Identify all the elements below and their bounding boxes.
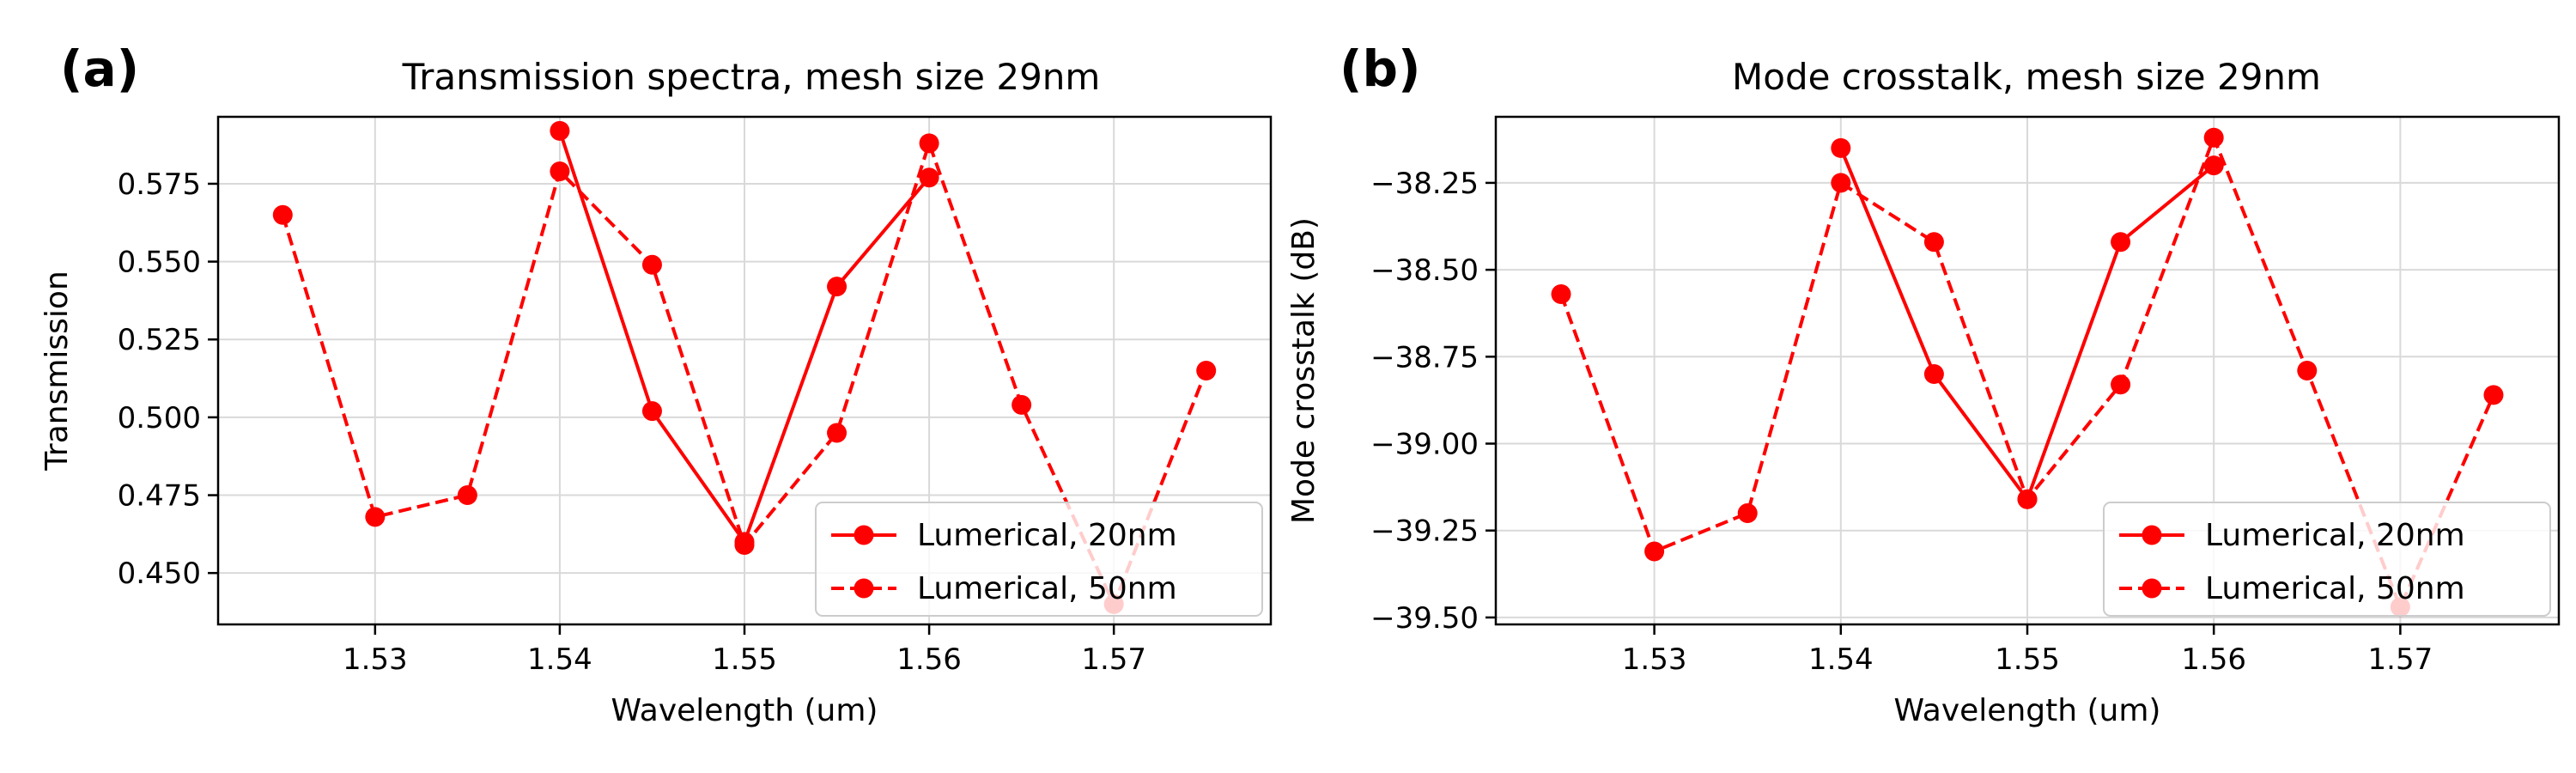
panel-b-y-tick-label: −38.75 (1370, 340, 1479, 374)
panel-b: (b) Mode crosstalk, mesh size 29nm 1.53 1… (1286, 40, 2561, 728)
panel-b-y-tick-label: −39.00 (1370, 428, 1479, 462)
panel-a-series-20nm-point (827, 277, 848, 297)
panel-b-legend: Lumerical, 20nm Lumerical, 50nm (2103, 502, 2551, 617)
panel-b-legend-50nm-label: Lumerical, 50nm (2205, 571, 2465, 606)
panel-a-series-20nm-point (919, 167, 939, 188)
panel-b-y-tick-label: −38.25 (1370, 167, 1479, 201)
panel-b-x-tick-label: 1.54 (1808, 642, 1874, 677)
panel-b-series-50nm-point (2297, 361, 2318, 380)
panel-b-series-20nm-point (1923, 364, 1944, 385)
panel-a-series-50nm-point (1012, 394, 1032, 415)
panel-b-series-50nm-point (2017, 489, 2038, 509)
panel-a-grid (218, 117, 1271, 624)
panel-b-series-20nm-point (1831, 137, 1851, 158)
panel-a-legend-50nm-label: Lumerical, 50nm (917, 571, 1177, 606)
panel-b-series-50nm-point (1551, 283, 1571, 304)
panel-b-series-50nm-point (1831, 173, 1851, 193)
panel-b-series-50nm-point (2111, 374, 2131, 395)
panel-b-series-50nm-point (1644, 541, 1665, 562)
panel-b-legend-20nm-label: Lumerical, 20nm (2205, 518, 2465, 553)
panel-b-legend-20nm-marker (2142, 525, 2162, 545)
panel-a-series-50nm-point (827, 423, 848, 443)
panel-b-y-tick-label: −38.50 (1370, 253, 1479, 288)
panel-a-x-tick-label: 1.54 (527, 642, 592, 677)
panel-a-legend-20nm-label: Lumerical, 20nm (917, 518, 1177, 553)
panel-a-series-50nm-point (1196, 361, 1217, 380)
panel-a-series-50nm-point (365, 507, 386, 527)
panel-a-label: (a) (60, 40, 139, 98)
panel-b-label: (b) (1340, 40, 1421, 98)
panel-a-series-50nm-point (919, 133, 939, 154)
panel-a-series-20nm-point (550, 120, 570, 141)
panel-a-y-axis-label: Transmission (39, 271, 75, 472)
panel-a-series-50nm-point (641, 254, 662, 275)
panel-a-x-tick-label: 1.53 (343, 642, 408, 677)
panel-a-title: Transmission spectra, mesh size 29nm (402, 56, 1101, 98)
panel-b-title: Mode crosstalk, mesh size 29nm (1732, 56, 2321, 98)
panel-b-y-tick-label: −39.50 (1370, 601, 1479, 636)
panel-b-x-tick-label: 1.53 (1622, 642, 1687, 677)
panel-a-legend-50nm-marker (854, 578, 874, 599)
panel-b-x-axis-label: Wavelength (um) (1894, 693, 2161, 728)
panel-b-series-20nm-point (2203, 155, 2224, 176)
panel-a-y-tick-label: 0.500 (118, 401, 201, 435)
panel-b-x-tick-label: 1.56 (2181, 642, 2246, 677)
panel-a-x-axis-label: Wavelength (um) (611, 693, 878, 728)
panel-a-legend: Lumerical, 20nm Lumerical, 50nm (815, 502, 1263, 617)
panel-b-legend-50nm-marker (2142, 578, 2162, 599)
panel-a-ticks: 1.53 1.54 1.55 1.56 1.57 0.450 0.475 0.500 0.525… (118, 167, 1146, 677)
panel-b-series-20nm-point (2111, 232, 2131, 253)
panel-b-series-50nm-point (1737, 502, 1758, 523)
panel-b-y-axis-label: Mode crosstalk (dB) (1286, 217, 1321, 524)
panel-a-y-tick-label: 0.525 (118, 323, 201, 357)
panel-b-series-50nm-point (2483, 385, 2504, 405)
panel-a-series-50nm-point (272, 204, 293, 225)
panel-b-series-50nm-point (2203, 127, 2224, 148)
panel-b-x-tick-label: 1.57 (2368, 642, 2433, 677)
panel-a-series-50nm-point (550, 161, 570, 181)
panel-b-series (1551, 127, 2504, 618)
panel-a-legend-20nm-marker (854, 525, 874, 545)
panel-a-y-tick-label: 0.550 (118, 246, 201, 280)
panel-b-x-tick-label: 1.55 (1995, 642, 2060, 677)
panel-a-x-tick-label: 1.57 (1081, 642, 1146, 677)
panel-a-x-tick-label: 1.56 (896, 642, 962, 677)
panel-a-y-tick-label: 0.450 (118, 557, 201, 591)
panel-b-ticks: 1.53 1.54 1.55 1.56 1.57 −39.50 −39.25 −39.00 −3… (1370, 167, 2433, 677)
panel-b-legend-box (2103, 502, 2551, 617)
panel-a-series-50nm-point (734, 535, 755, 556)
panel-a-y-tick-label: 0.475 (118, 479, 201, 514)
panel-a-x-tick-label: 1.55 (712, 642, 777, 677)
panel-a-series-20nm-point (641, 401, 662, 422)
panel-b-series-50nm-point (1923, 232, 1944, 253)
panel-b-y-tick-label: −39.25 (1370, 514, 1479, 549)
panel-a: (a) Transmission spectra, mesh size 29nm… (39, 40, 1273, 728)
panel-a-y-tick-label: 0.575 (118, 167, 201, 202)
panel-a-legend-box (815, 502, 1263, 617)
panel-a-series-50nm-point (457, 485, 477, 506)
